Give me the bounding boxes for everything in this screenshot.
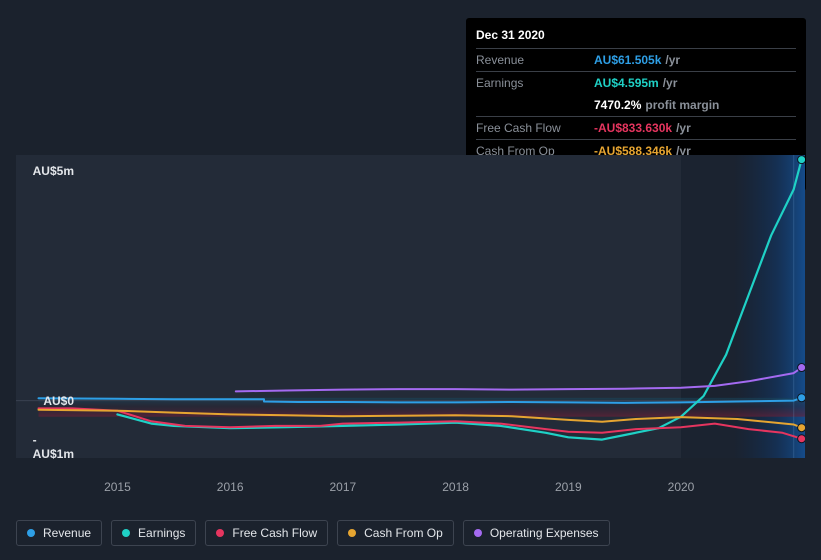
x-axis-label: 2018 xyxy=(442,480,469,494)
tooltip-row-unit: /yr xyxy=(663,76,678,90)
legend: Revenue Earnings Free Cash Flow Cash From O… xyxy=(16,520,610,546)
legend-item-revenue[interactable]: Revenue xyxy=(16,520,102,546)
line-chart-svg xyxy=(16,155,805,458)
legend-dot xyxy=(27,529,35,537)
tooltip-row-label: Earnings xyxy=(476,74,594,92)
y-axis-label: -AU$1m xyxy=(33,433,74,461)
legend-item-earnings[interactable]: Earnings xyxy=(111,520,196,546)
x-axis: 2015 2016 2017 2018 2019 2020 xyxy=(16,480,805,496)
tooltip-row: RevenueAU$61.505k/yr xyxy=(476,48,796,71)
x-axis-label: 2017 xyxy=(330,480,357,494)
legend-item-free-cash-flow[interactable]: Free Cash Flow xyxy=(205,520,328,546)
x-axis-label: 2020 xyxy=(668,480,695,494)
legend-dot xyxy=(474,529,482,537)
legend-label: Cash From Op xyxy=(364,526,443,540)
legend-label: Revenue xyxy=(43,526,91,540)
tooltip-row-unit: profit margin xyxy=(645,98,719,112)
legend-item-operating-expenses[interactable]: Operating Expenses xyxy=(463,520,610,546)
tooltip-row-value: AU$4.595m/yr xyxy=(594,74,677,92)
legend-label: Free Cash Flow xyxy=(232,526,317,540)
series-end-marker xyxy=(798,394,805,402)
tooltip-row-label: Revenue xyxy=(476,51,594,69)
y-axis-label: AU$5m xyxy=(33,164,74,178)
tooltip-row-unit: /yr xyxy=(665,53,680,67)
tooltip-row-unit: /yr xyxy=(676,121,691,135)
tooltip-row-label xyxy=(476,96,594,114)
x-axis-label: 2019 xyxy=(555,480,582,494)
tooltip-row-value: AU$61.505k/yr xyxy=(594,51,680,69)
tooltip-row-value: -AU$833.630k/yr xyxy=(594,119,691,137)
x-axis-label: 2015 xyxy=(104,480,131,494)
tooltip-row-value: 7470.2%profit margin xyxy=(594,96,719,114)
tooltip-row: 7470.2%profit margin xyxy=(476,94,796,116)
legend-dot xyxy=(122,529,130,537)
legend-dot xyxy=(348,529,356,537)
tooltip-row-label: Free Cash Flow xyxy=(476,119,594,137)
legend-item-cash-from-op[interactable]: Cash From Op xyxy=(337,520,454,546)
tooltip-date: Dec 31 2020 xyxy=(476,26,796,46)
series-end-marker xyxy=(798,424,805,432)
series-end-marker xyxy=(798,435,805,443)
legend-dot xyxy=(216,529,224,537)
tooltip-row: Free Cash Flow-AU$833.630k/yr xyxy=(476,116,796,139)
legend-label: Earnings xyxy=(138,526,185,540)
chart-area: AU$5m AU$0 -AU$1m xyxy=(16,155,805,458)
tooltip-row: EarningsAU$4.595m/yr xyxy=(476,71,796,94)
y-axis-label: AU$0 xyxy=(43,394,74,408)
legend-label: Operating Expenses xyxy=(490,526,599,540)
series-end-marker xyxy=(798,364,805,372)
series-end-marker xyxy=(798,156,805,164)
x-axis-label: 2016 xyxy=(217,480,244,494)
